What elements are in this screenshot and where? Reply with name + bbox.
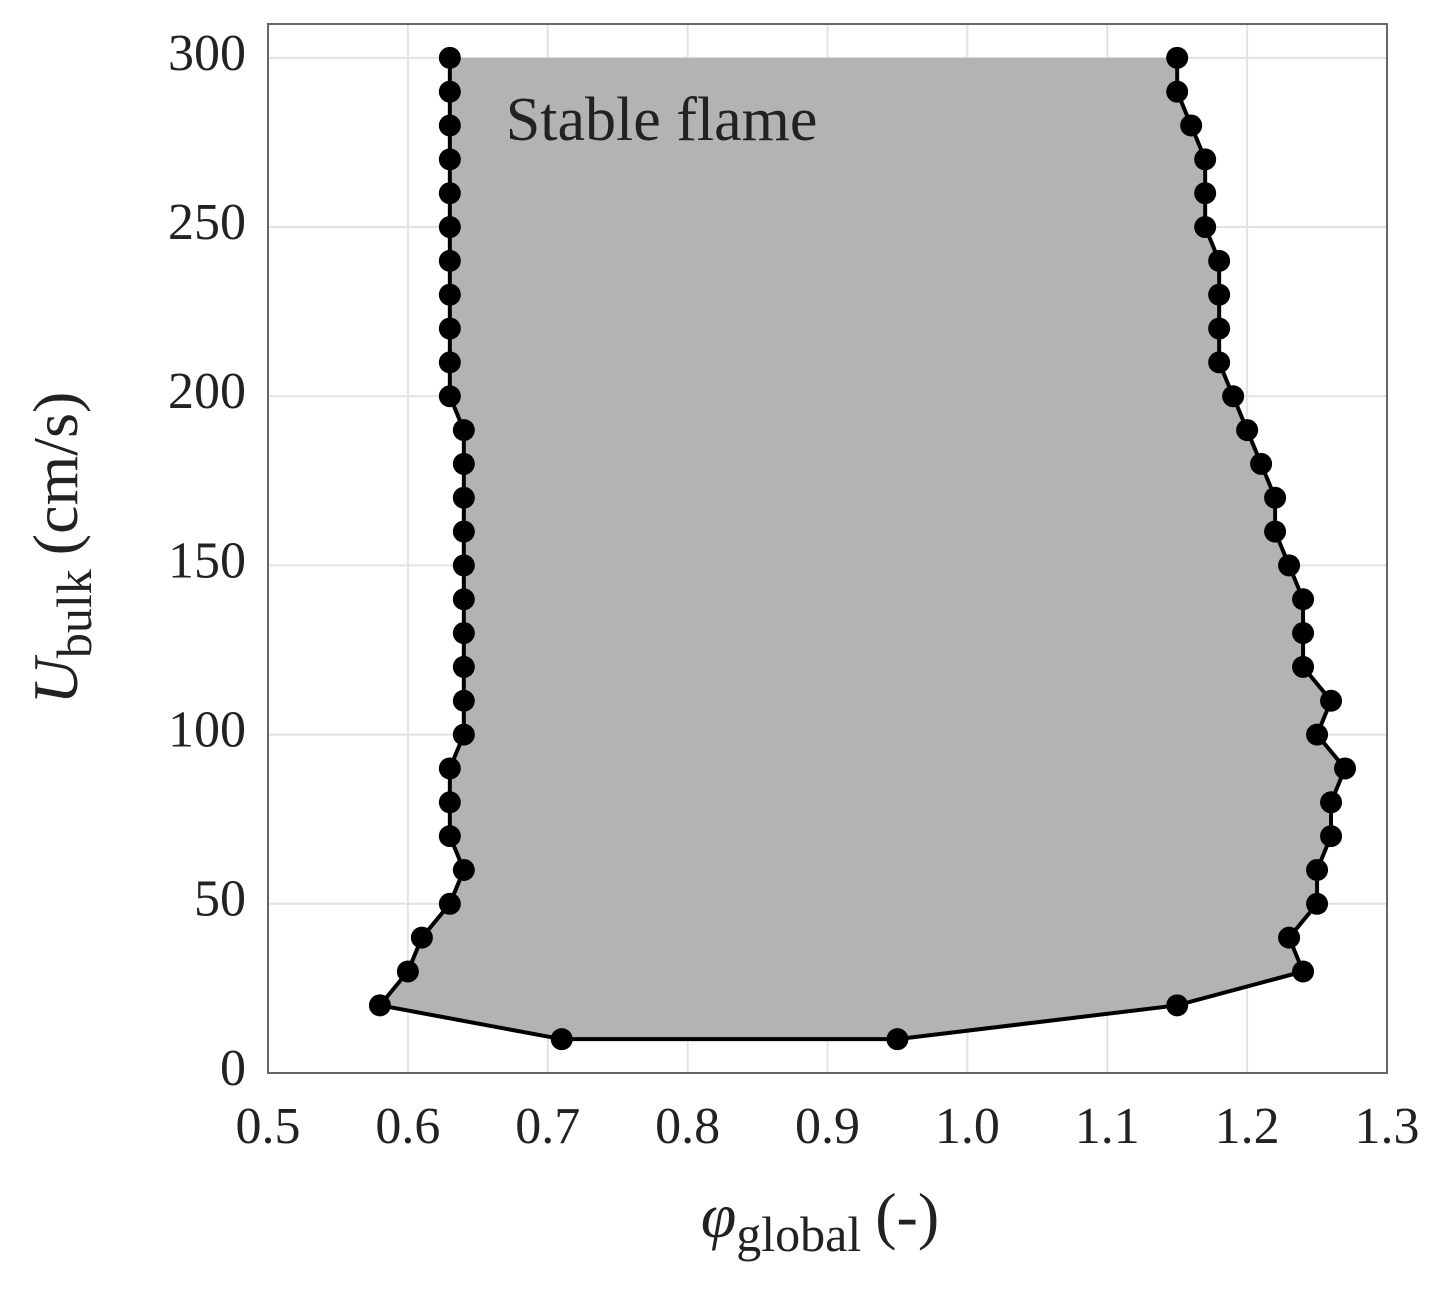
data-point bbox=[1320, 689, 1343, 712]
data-point bbox=[438, 283, 461, 306]
data-point bbox=[438, 351, 461, 374]
data-point bbox=[438, 182, 461, 205]
data-point bbox=[452, 486, 475, 509]
data-point bbox=[1292, 960, 1315, 983]
data-point bbox=[1166, 46, 1189, 69]
data-point bbox=[410, 926, 433, 949]
plot-frame bbox=[267, 23, 1388, 1074]
data-point bbox=[438, 249, 461, 272]
x-tick-label: 1.2 bbox=[1215, 1098, 1280, 1155]
data-point bbox=[438, 216, 461, 239]
data-point bbox=[452, 858, 475, 881]
data-point bbox=[452, 723, 475, 746]
data-point bbox=[1236, 419, 1259, 442]
y-label-unit: (cm/s) bbox=[20, 392, 91, 556]
data-point bbox=[438, 825, 461, 848]
data-point bbox=[1180, 114, 1203, 137]
y-tick-label: 50 bbox=[194, 871, 246, 928]
data-point bbox=[1264, 520, 1287, 543]
data-point bbox=[452, 554, 475, 577]
y-label-symbol: U bbox=[20, 654, 91, 704]
data-point bbox=[1306, 892, 1329, 915]
data-point bbox=[1194, 182, 1217, 205]
y-tick-label: 250 bbox=[168, 194, 246, 251]
labels: 0.5 0.6 0.7 0.8 0.9 1.0 1.1 1.2 1.3 0 50 100 150 200 2… bbox=[168, 25, 1420, 1155]
data-point bbox=[1320, 825, 1343, 848]
data-point bbox=[1194, 216, 1217, 239]
data-point bbox=[1292, 588, 1315, 611]
data-point bbox=[438, 80, 461, 103]
x-label-subscript: global bbox=[736, 1206, 861, 1262]
data-point bbox=[438, 317, 461, 340]
y-axis-label: Ubulk (cm/s) bbox=[20, 392, 103, 705]
data-point bbox=[550, 1028, 573, 1051]
data-point bbox=[452, 419, 475, 442]
data-point bbox=[438, 148, 461, 171]
x-tick-label: 1.3 bbox=[1355, 1098, 1420, 1155]
data-point bbox=[452, 689, 475, 712]
y-tick-label: 200 bbox=[168, 363, 246, 420]
data-point bbox=[438, 114, 461, 137]
y-tick-label: 100 bbox=[168, 702, 246, 759]
data-point bbox=[1208, 283, 1231, 306]
data-point bbox=[1250, 452, 1273, 475]
x-axis-label: φglobal (-) bbox=[701, 1180, 939, 1263]
data-point bbox=[438, 757, 461, 780]
y-tick-label: 300 bbox=[168, 25, 246, 82]
data-point bbox=[1334, 757, 1357, 780]
x-label-unit: (-) bbox=[875, 1180, 939, 1251]
data-point bbox=[438, 791, 461, 814]
data-point bbox=[452, 655, 475, 678]
x-tick-label: 0.7 bbox=[515, 1098, 580, 1155]
x-tick-label: 0.5 bbox=[236, 1098, 301, 1155]
data-point bbox=[1208, 249, 1231, 272]
x-label-symbol: φ bbox=[701, 1180, 736, 1251]
data-point bbox=[1292, 622, 1315, 645]
data-point bbox=[1222, 385, 1245, 408]
data-point bbox=[368, 994, 391, 1017]
data-point bbox=[1194, 148, 1217, 171]
data-point bbox=[1320, 791, 1343, 814]
data-point bbox=[1292, 655, 1315, 678]
data-point bbox=[396, 960, 419, 983]
x-tick-label: 0.6 bbox=[375, 1098, 440, 1155]
data-point bbox=[1278, 926, 1301, 949]
plot-area bbox=[368, 46, 1357, 1051]
data-point bbox=[1166, 994, 1189, 1017]
data-point bbox=[452, 452, 475, 475]
stable-region bbox=[379, 57, 1346, 1040]
y-tick-label: 150 bbox=[168, 532, 246, 589]
x-tick-label: 1.1 bbox=[1075, 1098, 1140, 1155]
x-tick-label: 0.8 bbox=[655, 1098, 720, 1155]
data-point bbox=[1278, 554, 1301, 577]
data-point bbox=[1208, 317, 1231, 340]
data-point bbox=[886, 1028, 909, 1051]
data-point bbox=[452, 622, 475, 645]
y-label-subscript: bulk bbox=[46, 569, 102, 658]
data-point bbox=[1166, 80, 1189, 103]
data-point bbox=[438, 892, 461, 915]
data-point bbox=[438, 385, 461, 408]
data-point bbox=[1306, 723, 1329, 746]
data-point bbox=[1306, 858, 1329, 881]
y-tick-label: 0 bbox=[220, 1040, 246, 1097]
annotation: Stable flame bbox=[506, 86, 818, 154]
data-point bbox=[452, 520, 475, 543]
x-tick-label: 1.0 bbox=[935, 1098, 1000, 1155]
data-point bbox=[438, 46, 461, 69]
data-point bbox=[1264, 486, 1287, 509]
data-point bbox=[1208, 351, 1231, 374]
data-point bbox=[452, 588, 475, 611]
x-tick-label: 0.9 bbox=[795, 1098, 860, 1155]
